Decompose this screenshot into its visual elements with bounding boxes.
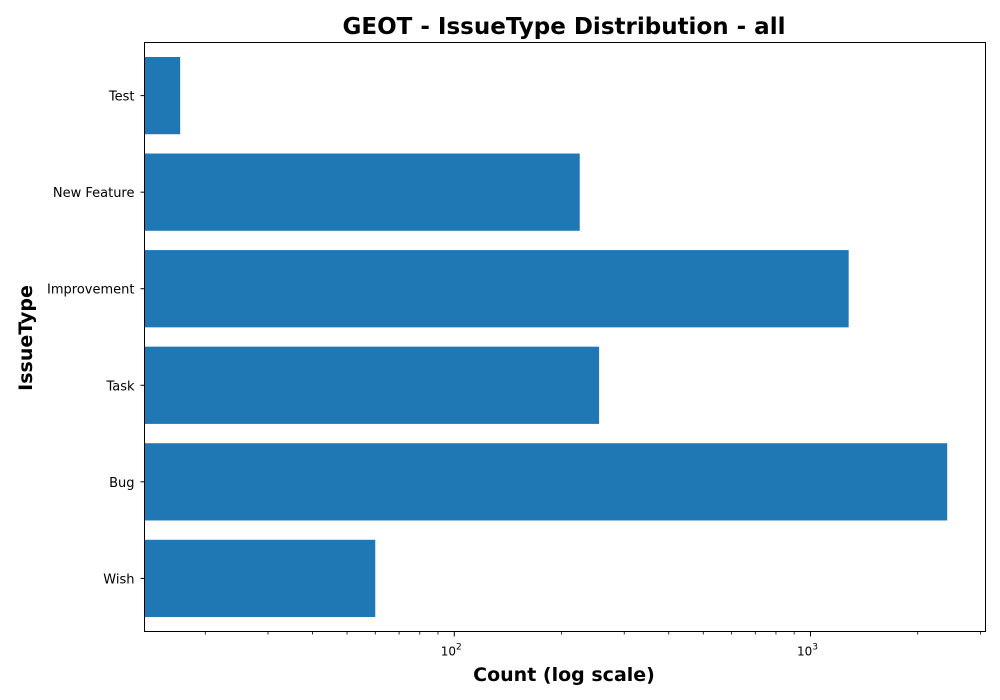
y-tick-label: Task bbox=[105, 379, 135, 394]
bar-improvement bbox=[144, 250, 849, 328]
x-axis-label: Count (log scale) bbox=[473, 664, 655, 686]
bar-new-feature bbox=[144, 153, 580, 231]
y-tick-label: New Feature bbox=[53, 186, 135, 201]
bar-wish bbox=[144, 539, 376, 618]
bar-task bbox=[144, 346, 600, 424]
x-ticks-group: 102 103 bbox=[204, 631, 981, 659]
y-tick-label: Bug bbox=[109, 476, 134, 491]
y-tick-label: Test bbox=[108, 90, 135, 105]
chart-title: GEOT - IssueType Distribution - all bbox=[343, 14, 786, 40]
y-tick-label: Improvement bbox=[47, 283, 134, 298]
bars-group bbox=[144, 56, 948, 618]
plot-frame bbox=[144, 42, 986, 632]
bar-test bbox=[144, 56, 181, 135]
x-tick-label: 103 bbox=[797, 643, 818, 659]
y-tick-label: Wish bbox=[103, 572, 134, 587]
y-ticks-group: Test New Feature Improvement Task Bug Wish bbox=[47, 90, 145, 587]
y-axis-label: IssueType bbox=[15, 285, 37, 391]
x-tick-label: 102 bbox=[441, 643, 462, 659]
bar-bug bbox=[144, 443, 948, 521]
